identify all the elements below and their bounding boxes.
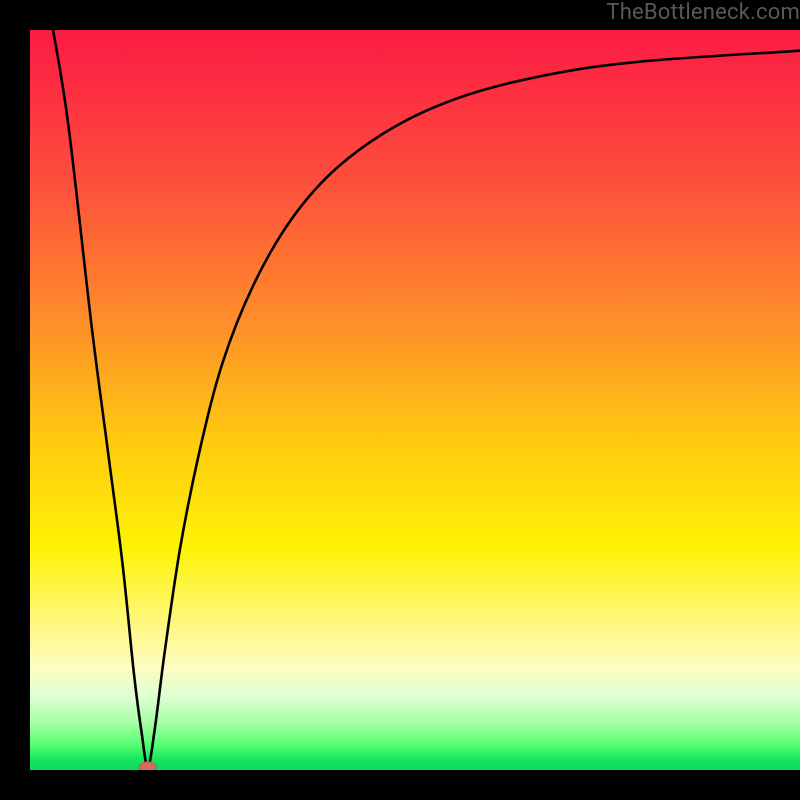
minimum-marker [140,762,157,770]
plot-area [30,30,800,770]
plot-svg [30,30,800,770]
watermark-text: TheBottleneck.com [606,0,800,25]
gradient-background [30,30,800,770]
chart-frame: TheBottleneck.com [0,0,800,800]
